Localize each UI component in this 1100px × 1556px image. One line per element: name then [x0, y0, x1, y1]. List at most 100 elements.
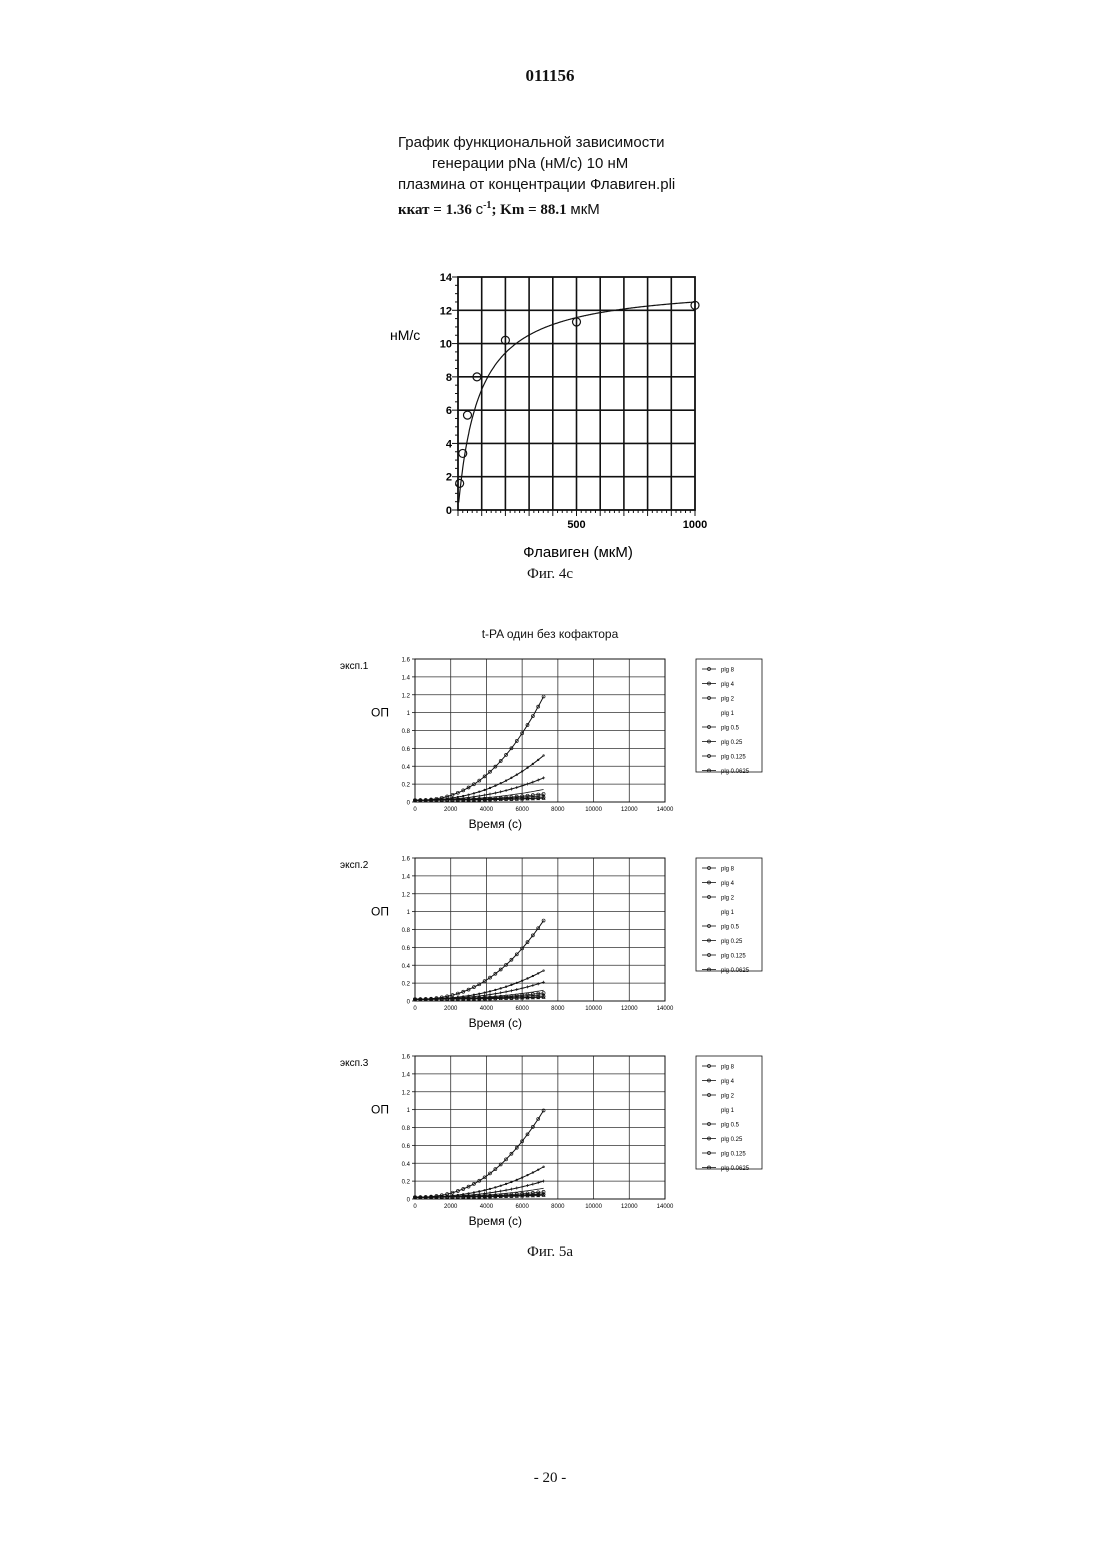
fig5a-ytick-label: 0	[407, 801, 411, 807]
fig5a-series-marker	[526, 1184, 529, 1187]
fig5a-legend-label: plg 0.25	[721, 1137, 743, 1143]
fig5a-legend-label: plg 2	[721, 1094, 735, 1100]
fig5a-panel-1: эксп.1ОП00.20.40.60.811.21.41.6020004000…	[340, 658, 762, 832]
fig5a-xtick-label: 0	[413, 1006, 417, 1012]
fig5a-series-marker	[483, 794, 486, 797]
fig5a-series-marker	[510, 788, 513, 791]
fig5a-xtick-label: 2000	[444, 807, 458, 813]
fig5a-xtick-label: 10000	[585, 1204, 602, 1210]
fig4c-data-point	[456, 479, 464, 487]
fig5a-ytick-label: 1.4	[402, 1072, 411, 1078]
fig5a-legend-label: plg 0.0625	[721, 769, 750, 775]
fig4c-ytick-label: 8	[446, 372, 452, 384]
fig5a-legend-label: plg 4	[721, 682, 735, 688]
figure-5a-charts: эксп.1ОП00.20.40.60.811.21.41.6020004000…	[0, 640, 1100, 1240]
fig5a-xtick-label: 8000	[551, 1204, 565, 1210]
fig4c-data-point	[463, 411, 471, 419]
fig5a-legend-label: plg 4	[721, 881, 735, 887]
fig5a-ylabel: ОП	[371, 905, 389, 919]
fig5a-ytick-label: 0.2	[402, 783, 411, 789]
fig5a-series-marker	[489, 793, 492, 796]
fig5a-legend-label: plg 0.5	[721, 726, 740, 732]
fig5a-xtick-label: 2000	[444, 1204, 458, 1210]
fig5a-xtick-label: 8000	[551, 1006, 565, 1012]
fig5a-legend: plg 8plg 4plg 2plg 1plg 0.5plg 0.25plg 0…	[696, 1056, 762, 1172]
fig5a-ytick-label: 0.8	[402, 729, 411, 735]
fig4c-ytick-label: 4	[446, 438, 453, 450]
fig5a-series-marker	[521, 784, 524, 787]
fig5a-ytick-label: 1	[407, 711, 411, 717]
fig5a-series-marker	[494, 992, 497, 995]
fig5a-series-marker	[510, 1188, 513, 1191]
fig4c-ytick-label: 2	[446, 472, 452, 484]
fig5a-xtick-label: 8000	[551, 807, 565, 813]
figure-4c-caption: Фиг. 4с	[0, 566, 1100, 583]
fig5a-panel-label: эксп.2	[340, 860, 369, 871]
fig5a-series-marker	[499, 991, 502, 994]
figure-4c-chart: 024681012145001000нМ/сФлавиген (мкМ)	[0, 0, 1100, 600]
fig5a-legend-label: plg 0.25	[721, 939, 743, 945]
figure-5a-caption: Фиг. 5а	[0, 1244, 1100, 1261]
fig5a-series-marker	[499, 790, 502, 793]
fig5a-series-marker	[510, 989, 513, 992]
fig5a-panel-3: эксп.3ОП00.20.40.60.811.21.41.6020004000…	[340, 1055, 762, 1229]
fig5a-series-marker	[515, 988, 518, 991]
fig4c-plot: 024681012145001000нМ/сФлавиген (мкМ)	[390, 272, 707, 561]
fig5a-series-line	[415, 756, 544, 801]
fig5a-ytick-label: 0.2	[402, 982, 411, 988]
fig5a-ytick-label: 1.2	[402, 693, 411, 699]
fig5a-xtick-label: 14000	[657, 807, 674, 813]
fig5a-legend: plg 8plg 4plg 2plg 1plg 0.5plg 0.25plg 0…	[696, 858, 762, 974]
fig5a-series-marker	[515, 786, 518, 789]
fig5a-legend-label: plg 8	[721, 1065, 735, 1071]
fig4c-ylabel: нМ/с	[390, 327, 420, 343]
fig5a-ytick-label: 0.6	[402, 946, 411, 952]
fig5a-ytick-label: 1.4	[402, 874, 411, 880]
fig5a-legend-label: plg 0.125	[721, 1152, 746, 1158]
fig5a-ytick-label: 1.2	[402, 1090, 411, 1096]
fig5a-ytick-label: 0.4	[402, 1162, 411, 1168]
fig5a-series-marker	[494, 791, 497, 794]
fig5a-series-line	[415, 1111, 544, 1198]
fig5a-legend-label: plg 0.125	[721, 755, 746, 761]
fig5a-xtick-label: 4000	[480, 1006, 494, 1012]
fig5a-xtick-label: 10000	[585, 1006, 602, 1012]
fig5a-ylabel: ОП	[371, 706, 389, 720]
fig5a-xtick-label: 14000	[657, 1006, 674, 1012]
fig5a-legend-label: plg 2	[721, 697, 735, 703]
fig5a-legend-label: plg 8	[721, 867, 735, 873]
fig5a-ytick-label: 0.6	[402, 747, 411, 753]
fig5a-series-marker	[531, 781, 534, 784]
fig5a-ytick-label: 1.4	[402, 675, 411, 681]
fig5a-series-marker	[505, 990, 508, 993]
fig5a-series-marker	[489, 993, 492, 996]
fig5a-ytick-label: 1	[407, 910, 411, 916]
fig5a-series-marker	[537, 779, 540, 782]
fig5a-xlabel: Время (с)	[469, 1016, 522, 1030]
fig5a-xtick-label: 14000	[657, 1204, 674, 1210]
fig5a-legend-label: plg 0.0625	[721, 968, 750, 974]
fig5a-legend-label: plg 0.5	[721, 925, 740, 931]
fig5a-ylabel: ОП	[371, 1103, 389, 1117]
fig4c-ytick-label: 10	[440, 339, 452, 351]
fig5a-series-marker	[531, 1183, 534, 1186]
fig5a-series-marker	[537, 1181, 540, 1184]
fig5a-series-marker	[542, 919, 545, 922]
fig4c-ytick-label: 6	[446, 405, 452, 417]
fig5a-legend-label: plg 2	[721, 896, 735, 902]
fig4c-xlabel: Флавиген (мкМ)	[523, 544, 633, 561]
fig5a-series-marker	[521, 1185, 524, 1188]
fig5a-legend-label: plg 0.125	[721, 954, 746, 960]
fig5a-legend-label: plg 8	[721, 668, 735, 674]
fig5a-xtick-label: 0	[413, 807, 417, 813]
fig5a-series-marker	[542, 1180, 545, 1183]
fig5a-ytick-label: 0	[407, 1198, 411, 1204]
fig5a-series-marker	[494, 1191, 497, 1194]
fig5a-ytick-label: 0.4	[402, 765, 411, 771]
fig5a-series-marker	[531, 984, 534, 987]
fig5a-legend-label: plg 1	[721, 1108, 735, 1114]
fig5a-ytick-label: 0.6	[402, 1144, 411, 1150]
fig5a-series-marker	[521, 987, 524, 990]
fig5a-panel-label: эксп.1	[340, 661, 369, 672]
fig5a-ytick-label: 0.8	[402, 928, 411, 934]
